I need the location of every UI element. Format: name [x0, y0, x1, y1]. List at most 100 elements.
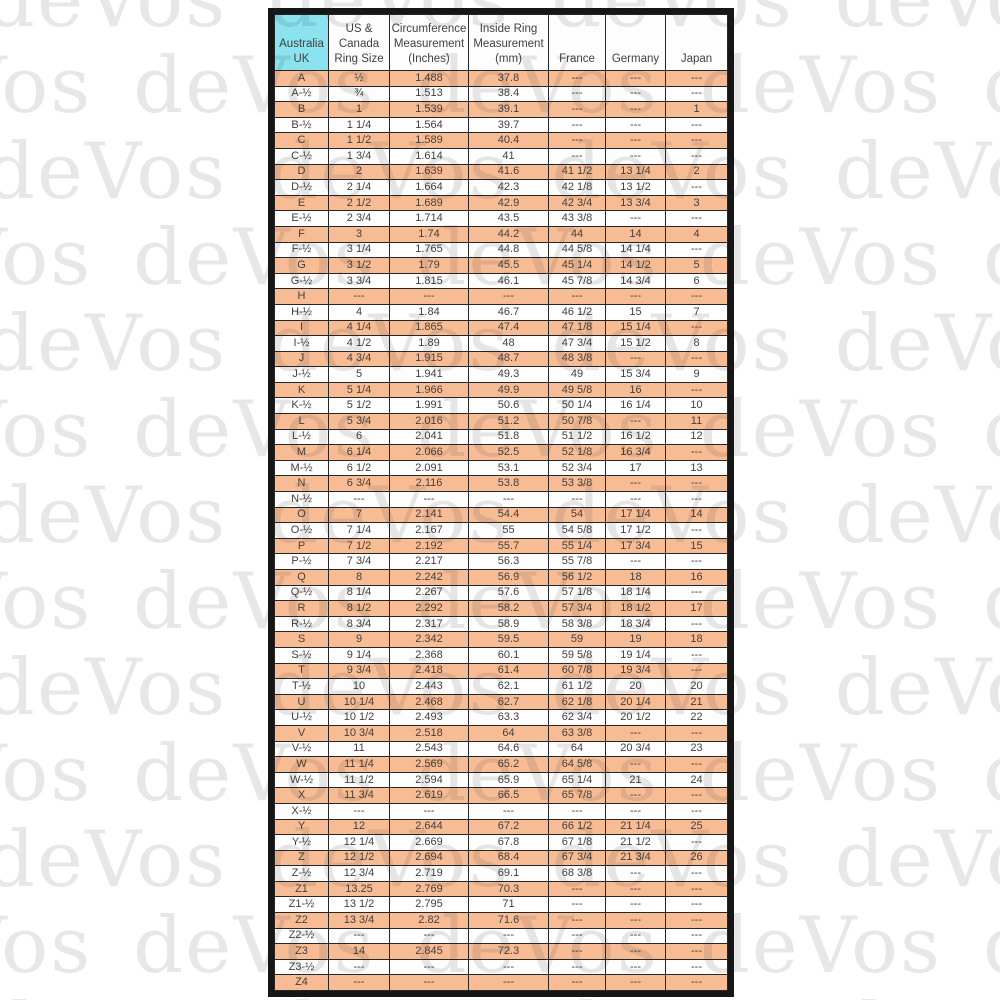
cell-circumference_inches: ---: [389, 927, 469, 945]
row-label: R: [274, 600, 329, 617]
cell-inside_ring_mm: 58.2: [468, 600, 549, 617]
cell-inside_ring_mm: 56.3: [468, 553, 549, 570]
row-label: A: [274, 70, 329, 87]
cell-japan: ---: [665, 475, 728, 493]
cell-germany: 17 1/2: [605, 522, 666, 539]
cell-japan: ---: [665, 132, 728, 149]
cell-france: 52 3/4: [548, 459, 606, 477]
table-row: Z 12 1/2 2.694 68.4 67 3/4 21 3/4 26: [274, 849, 728, 867]
cell-us_canada_ring_size: 11: [328, 740, 390, 758]
cell-germany: ---: [605, 101, 666, 118]
cell-germany: ---: [605, 210, 666, 227]
row-label: Z-½: [274, 865, 329, 882]
row-label: I: [274, 319, 329, 337]
cell-germany: 16 1/4: [605, 397, 666, 415]
cell-circumference_inches: 1.539: [389, 101, 469, 118]
row-label: G-½: [274, 272, 329, 290]
cell-germany: 21 3/4: [605, 849, 666, 867]
cell-germany: 13 1/4: [605, 163, 666, 181]
cell-japan: 9: [665, 366, 728, 383]
row-label: I-½: [274, 335, 329, 352]
cell-inside_ring_mm: 68.4: [468, 849, 549, 867]
cell-germany: 19: [605, 631, 666, 648]
cell-france: 68 3/8: [548, 865, 606, 882]
cell-france: 64 5/8: [548, 756, 606, 773]
cell-circumference_inches: 2.041: [389, 428, 469, 446]
cell-inside_ring_mm: ---: [468, 288, 549, 305]
cell-us_canada_ring_size: 11 1/2: [328, 771, 390, 789]
cell-germany: 15 1/4: [605, 319, 666, 337]
row-label: Z1: [274, 880, 329, 898]
cell-us_canada_ring_size: 12 3/4: [328, 865, 390, 882]
cell-circumference_inches: 2.669: [389, 834, 469, 851]
cell-france: 67 1/8: [548, 834, 606, 851]
cell-us_canada_ring_size: 9: [328, 631, 390, 648]
row-label: B: [274, 101, 329, 118]
cell-us_canada_ring_size: 6: [328, 428, 390, 446]
cell-inside_ring_mm: 64.6: [468, 740, 549, 758]
cell-circumference_inches: 2.292: [389, 600, 469, 617]
cell-japan: ---: [665, 896, 728, 914]
cell-japan: ---: [665, 802, 728, 820]
row-label: A-½: [274, 85, 329, 103]
cell-france: 49 5/8: [548, 381, 606, 399]
cell-france: 66 1/2: [548, 818, 606, 836]
row-label: C: [274, 132, 329, 149]
cell-us_canada_ring_size: 8 1/2: [328, 600, 390, 617]
cell-germany: 18: [605, 569, 666, 586]
cell-japan: ---: [665, 787, 728, 804]
cell-inside_ring_mm: 64: [468, 724, 549, 742]
cell-inside_ring_mm: ---: [468, 958, 549, 976]
cell-france: 41 1/2: [548, 163, 606, 181]
cell-inside_ring_mm: 67.2: [468, 818, 549, 836]
cell-inside_ring_mm: ---: [468, 927, 549, 945]
cell-inside_ring_mm: 44.8: [468, 241, 549, 259]
cell-germany: ---: [605, 943, 666, 960]
cell-circumference_inches: 1.815: [389, 272, 469, 290]
cell-japan: 24: [665, 771, 728, 789]
cell-germany: 20 1/4: [605, 693, 666, 711]
row-label: B-½: [274, 116, 329, 134]
cell-france: ---: [548, 491, 606, 508]
row-label: X-½: [274, 802, 329, 820]
row-label: E-½: [274, 210, 329, 227]
cell-inside_ring_mm: 56.9: [468, 569, 549, 586]
col-header-australia_uk: Australia UK: [274, 14, 329, 71]
cell-france: ---: [548, 912, 606, 929]
cell-france: ---: [548, 927, 606, 945]
cell-france: 52 1/8: [548, 444, 606, 461]
table-row: P-½ 7 3/4 2.217 56.3 55 7/8 --- ---: [274, 553, 728, 570]
cell-us_canada_ring_size: 3 1/4: [328, 241, 390, 259]
table-row: Z3 14 2.845 72.3 --- --- ---: [274, 943, 728, 960]
cell-germany: 21 1/4: [605, 818, 666, 836]
row-label: J-½: [274, 366, 329, 383]
cell-france: 47 3/4: [548, 335, 606, 352]
cell-us_canada_ring_size: 10: [328, 678, 390, 695]
cell-circumference_inches: 2.694: [389, 849, 469, 867]
cell-inside_ring_mm: 49.9: [468, 381, 549, 399]
table-row: Z1-½ 13 1/2 2.795 71 --- --- ---: [274, 896, 728, 914]
cell-circumference_inches: 1.991: [389, 397, 469, 415]
cell-circumference_inches: 2.845: [389, 943, 469, 960]
cell-circumference_inches: 2.342: [389, 631, 469, 648]
cell-germany: 21 1/2: [605, 834, 666, 851]
cell-france: 64: [548, 740, 606, 758]
col-header-japan: Japan: [665, 14, 728, 71]
cell-japan: ---: [665, 116, 728, 134]
cell-france: 46 1/2: [548, 303, 606, 321]
cell-inside_ring_mm: 51.8: [468, 428, 549, 446]
cell-circumference_inches: 2.267: [389, 584, 469, 602]
table-row: A-½ ¾ 1.513 38.4 --- --- ---: [274, 85, 728, 103]
cell-germany: 17 1/4: [605, 506, 666, 524]
table-row: E-½ 2 3/4 1.714 43.5 43 3/8 --- ---: [274, 210, 728, 227]
cell-circumference_inches: 1.966: [389, 381, 469, 399]
cell-us_canada_ring_size: 9 1/4: [328, 646, 390, 664]
table-row: Z2-½ --- --- --- --- --- ---: [274, 927, 728, 945]
row-label: W: [274, 756, 329, 773]
cell-us_canada_ring_size: 10 1/2: [328, 709, 390, 726]
table-row: L-½ 6 2.041 51.8 51 1/2 16 1/2 12: [274, 428, 728, 446]
row-label: H-½: [274, 303, 329, 321]
cell-inside_ring_mm: 70.3: [468, 880, 549, 898]
cell-circumference_inches: 2.242: [389, 569, 469, 586]
